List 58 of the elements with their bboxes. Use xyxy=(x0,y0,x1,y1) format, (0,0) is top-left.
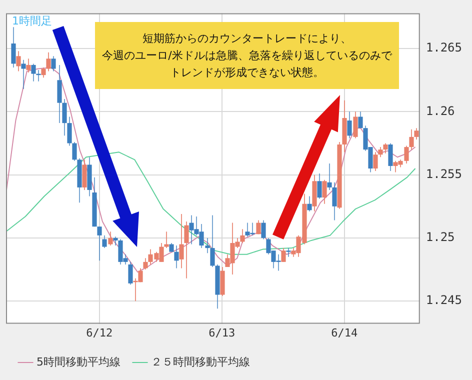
candlestick xyxy=(57,64,62,124)
candlestick xyxy=(317,173,322,200)
annotation: 今週のユーロ/米ドルは急騰、急落を繰り返しているのみで xyxy=(102,48,392,64)
candlestick xyxy=(82,159,87,190)
legend-label: 5時間移動平均線 xyxy=(36,355,120,368)
candlestick xyxy=(179,213,184,269)
candlestick xyxy=(184,221,189,279)
annotation: 短期筋からのカウンタートレードにより、 xyxy=(142,31,352,47)
candlestick xyxy=(220,266,225,297)
candlestick xyxy=(358,111,363,129)
x-tick-label: 6/12 xyxy=(86,326,113,340)
candlestick xyxy=(414,128,419,140)
candlestick xyxy=(307,196,312,212)
candlestick xyxy=(128,261,133,286)
y-tick-label: 1.255 xyxy=(426,166,462,181)
candlestick xyxy=(62,98,67,136)
candlestick xyxy=(388,142,393,172)
candlestick xyxy=(240,228,245,244)
candlestick xyxy=(108,231,113,246)
candlestick xyxy=(41,66,46,78)
candlestick xyxy=(164,231,169,249)
y-tick-label: 1.245 xyxy=(426,293,462,308)
candlestick xyxy=(404,145,409,164)
candlestick xyxy=(11,26,16,68)
candlestick xyxy=(26,58,31,74)
candlestick xyxy=(143,258,148,270)
candlestick xyxy=(409,128,414,150)
y-tick-label: 1.26 xyxy=(426,104,455,118)
candlestick xyxy=(378,146,383,158)
legend-label: ２５時間移動平均線 xyxy=(151,355,250,368)
candlestick xyxy=(261,220,266,240)
candlestick xyxy=(46,52,51,72)
candlestick xyxy=(256,220,261,235)
candlestick xyxy=(205,237,210,254)
candlestick xyxy=(97,226,102,262)
candlestick xyxy=(31,63,36,82)
candlestick xyxy=(210,214,215,268)
candlestick xyxy=(353,111,358,139)
candlestick xyxy=(67,116,72,146)
candlestick xyxy=(332,182,337,221)
chart-title: 1時間足 xyxy=(12,14,52,28)
candlestick xyxy=(102,234,107,249)
candlestick xyxy=(51,56,56,72)
y-tick-label: 1.25 xyxy=(426,230,455,244)
candlestick xyxy=(72,141,77,162)
candlestick xyxy=(281,248,286,262)
candlestick xyxy=(373,152,378,172)
candlestick xyxy=(383,142,388,154)
candlestick xyxy=(174,245,179,269)
candlestick xyxy=(16,50,21,72)
candlestick xyxy=(327,162,332,190)
candlestick xyxy=(347,111,352,139)
y-tick-label: 1.265 xyxy=(426,40,462,55)
candlestick xyxy=(21,59,26,90)
candlestick xyxy=(322,179,327,204)
x-tick-label: 6/14 xyxy=(331,326,358,340)
x-tick-label: 6/13 xyxy=(208,326,236,340)
annotation: トレンドが形成できない状態。 xyxy=(170,65,324,81)
